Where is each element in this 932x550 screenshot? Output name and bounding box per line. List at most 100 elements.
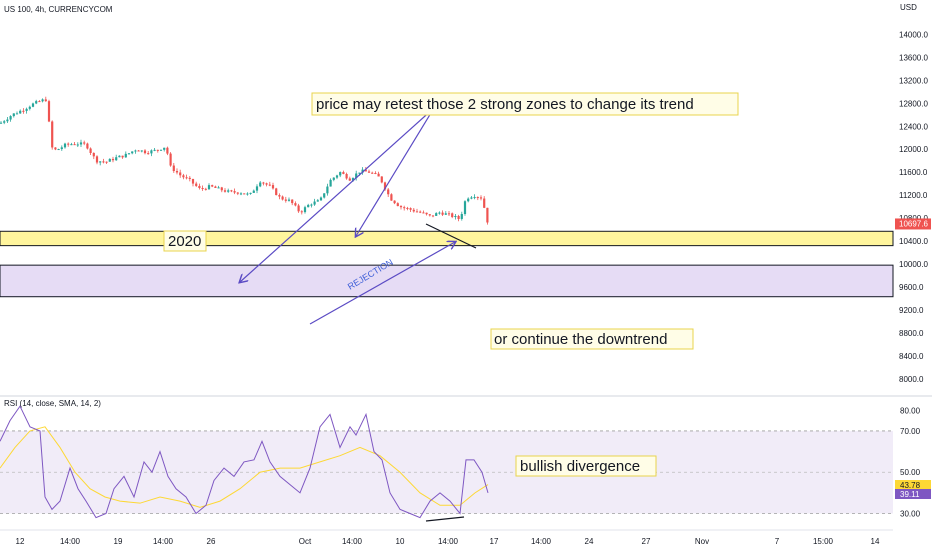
candle-body [147, 153, 150, 155]
candle-body [22, 110, 25, 112]
candle-body [76, 144, 79, 146]
time-tick: 14:00 [342, 537, 363, 546]
candle-body [297, 205, 300, 212]
candle-body [332, 177, 335, 180]
note-retest: price may retest those 2 strong zones to… [316, 96, 694, 113]
candle-body [361, 169, 364, 173]
note-divergence-box [515, 455, 657, 477]
candle-body [166, 147, 169, 154]
arrow-to-lower-zone [240, 107, 435, 282]
zone-lower [0, 264, 894, 298]
candle-body [291, 199, 294, 204]
candle-body [281, 196, 284, 200]
candle-body [118, 155, 121, 158]
candle-body [425, 212, 428, 215]
candle-body [316, 200, 319, 202]
time-axis[interactable]: 12 14:00 19 14:00 26 Oct 14:00 10 14:00 17 14:00 24… [16, 537, 880, 546]
candle-body [329, 179, 332, 187]
candles [0, 96, 489, 225]
candle-body [246, 193, 249, 195]
candle-body [127, 153, 131, 155]
candle-body [102, 161, 105, 163]
candle-body [86, 143, 89, 149]
candle-body [287, 199, 291, 201]
candle-body [153, 149, 156, 151]
price-tick: 11600.0 [899, 168, 928, 177]
candle-body [415, 211, 419, 213]
candle-body [294, 203, 297, 206]
candle-body [124, 153, 127, 158]
price-tick: 8800.0 [899, 329, 924, 338]
candle-body [204, 188, 207, 190]
candle-body [227, 190, 230, 192]
last-price-label: 10697.6 [899, 219, 928, 228]
price-scale[interactable]: 14000.0 13600.0 13200.0 12800.0 12400.0 12000… [899, 30, 928, 383]
time-tick: 14:00 [60, 537, 81, 546]
candle-body [396, 203, 399, 207]
candle-body [163, 147, 166, 150]
price-badges: 10697.6 43.78 39.11 [895, 218, 931, 499]
candle-body [243, 193, 246, 195]
time-tick: 19 [114, 537, 123, 546]
rejection-trendline [425, 223, 477, 249]
candle-body [399, 206, 403, 208]
time-tick: 24 [585, 537, 594, 546]
candle-body [268, 184, 271, 186]
candle-body [339, 172, 342, 176]
candle-body [438, 212, 441, 214]
time-tick: 17 [490, 537, 499, 546]
rsi-title: RSI (14, close, SMA, 14, 2) [4, 399, 101, 408]
candle-body [252, 190, 255, 193]
candle-body [428, 214, 431, 216]
candle-body [211, 185, 214, 187]
candle-body [195, 183, 198, 186]
candle-body [476, 197, 479, 199]
zone-label-box [163, 230, 207, 252]
candle-body [393, 200, 396, 204]
candle-body [479, 197, 483, 199]
candle-body [115, 157, 118, 161]
time-tick: 14:00 [153, 537, 174, 546]
price-tick: 12400.0 [899, 122, 928, 131]
candle-body [83, 142, 86, 144]
price-tick: 8000.0 [899, 375, 924, 384]
candle-body [412, 209, 415, 212]
candle-body [348, 178, 351, 181]
candle-body [364, 169, 367, 172]
candle-body [143, 150, 147, 154]
candle-body [358, 172, 361, 174]
candle-body [483, 198, 486, 208]
candle-body [249, 192, 252, 194]
candle-body [220, 187, 223, 191]
candle-body [9, 116, 12, 120]
time-tick: 27 [642, 537, 651, 546]
candle-body [355, 173, 358, 179]
rsi-panel[interactable]: RSI (14, close, SMA, 14, 2) bullish dive… [0, 399, 893, 522]
candle-body [38, 101, 41, 103]
candle-body [99, 161, 102, 163]
candle-body [422, 212, 425, 214]
candle-body [457, 215, 460, 219]
zone-label: 2020 [168, 233, 201, 250]
candle-body [230, 190, 233, 192]
time-tick: 7 [775, 537, 780, 546]
time-tick: 26 [207, 537, 216, 546]
rsi-scale[interactable]: 80.00 70.00 50.00 30.00 [900, 406, 921, 518]
candle-body [233, 191, 236, 193]
price-tick: 10000.0 [899, 260, 928, 269]
time-tick: 10 [396, 537, 405, 546]
time-tick: 14:00 [531, 537, 552, 546]
candle-body [44, 99, 47, 102]
candle-body [419, 211, 422, 213]
candle-body [191, 178, 195, 184]
candle-body [387, 189, 390, 195]
candle-body [323, 193, 326, 198]
candle-body [451, 213, 454, 218]
candle-body [214, 186, 217, 188]
candle-body [92, 152, 95, 157]
candle-body [470, 197, 473, 199]
price-tick: 12000.0 [899, 145, 928, 154]
rsi-tick: 70.00 [900, 427, 921, 436]
price-panel[interactable]: REJECTION price may retest those 2 stron… [0, 92, 894, 350]
